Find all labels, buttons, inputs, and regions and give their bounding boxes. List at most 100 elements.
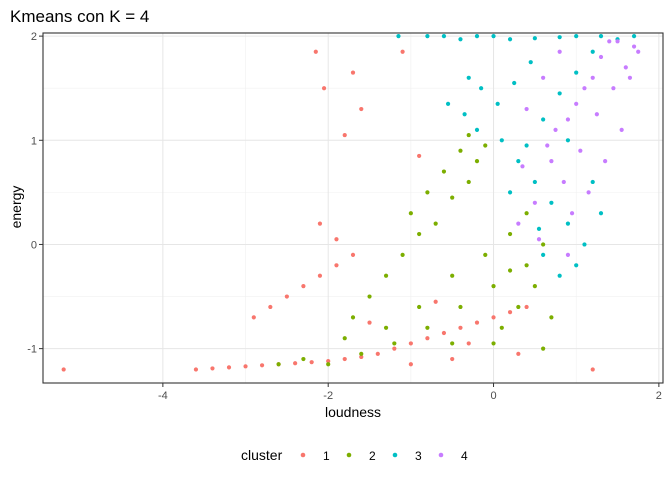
data-point-cluster-2 — [541, 242, 546, 247]
data-point-cluster-4 — [636, 49, 641, 54]
data-point-cluster-1 — [491, 315, 496, 320]
data-point-cluster-1 — [251, 315, 256, 320]
data-point-cluster-4 — [524, 106, 529, 112]
data-point-cluster-1 — [458, 325, 463, 330]
data-point-cluster-1 — [417, 153, 422, 159]
data-point-cluster-1 — [342, 356, 347, 362]
data-point-cluster-1 — [441, 330, 447, 336]
data-point-cluster-2 — [491, 341, 496, 346]
data-point-cluster-3 — [557, 35, 562, 40]
data-point-cluster-4 — [603, 159, 608, 164]
data-point-cluster-2 — [392, 341, 397, 346]
data-point-cluster-3 — [474, 34, 480, 39]
data-point-cluster-3 — [458, 37, 463, 42]
data-point-cluster-2 — [417, 231, 422, 237]
data-point-cluster-2 — [450, 195, 455, 200]
data-point-cluster-4 — [557, 49, 562, 54]
data-point-cluster-2 — [441, 169, 447, 174]
chart-title: Kmeans con K = 4 — [10, 7, 149, 26]
data-point-cluster-1 — [259, 363, 265, 368]
legend-title: cluster — [241, 447, 283, 463]
data-point-cluster-3 — [462, 112, 467, 117]
data-point-cluster-2 — [276, 362, 281, 367]
data-point-cluster-1 — [226, 365, 232, 370]
data-point-cluster-1 — [466, 341, 471, 346]
data-point-cluster-4 — [631, 44, 637, 49]
data-point-cluster-3 — [495, 101, 500, 106]
data-point-cluster-3 — [590, 49, 595, 54]
legend-label: 4 — [461, 449, 468, 463]
data-point-cluster-4 — [627, 75, 633, 80]
data-point-cluster-4 — [598, 54, 604, 60]
data-point-cluster-2 — [400, 252, 405, 257]
data-point-cluster-3 — [441, 34, 447, 39]
data-point-cluster-1 — [590, 367, 595, 372]
data-point-cluster-2 — [450, 273, 455, 278]
data-point-cluster-2 — [383, 273, 389, 278]
x-tick-label: 0 — [490, 390, 496, 402]
data-point-cluster-4 — [545, 143, 550, 148]
data-point-cluster-4 — [565, 117, 571, 122]
data-point-cluster-2 — [507, 268, 513, 273]
data-point-cluster-1 — [474, 320, 480, 325]
legend-key-2 — [346, 452, 352, 458]
data-point-cluster-3 — [549, 200, 554, 205]
x-axis-label: loudness — [325, 404, 381, 420]
data-point-cluster-2 — [408, 211, 413, 216]
data-point-cluster-3 — [574, 34, 579, 39]
data-point-cluster-2 — [524, 263, 529, 268]
x-tick-label: -2 — [323, 390, 333, 402]
data-point-cluster-3 — [474, 127, 480, 132]
data-point-cluster-3 — [445, 101, 451, 106]
data-point-cluster-1 — [193, 367, 199, 372]
data-point-cluster-3 — [582, 242, 587, 247]
data-point-cluster-2 — [549, 315, 554, 320]
data-point-cluster-1 — [284, 294, 289, 299]
data-point-cluster-3 — [598, 34, 604, 39]
data-point-cluster-2 — [466, 179, 471, 185]
legend-key-4 — [438, 452, 444, 458]
data-point-cluster-3 — [396, 34, 401, 39]
data-point-cluster-1 — [317, 221, 323, 226]
data-point-cluster-2 — [301, 356, 306, 362]
data-point-cluster-3 — [536, 226, 542, 231]
data-point-cluster-2 — [499, 325, 504, 330]
data-point-cluster-3 — [479, 86, 484, 91]
data-point-cluster-1 — [61, 367, 66, 372]
data-point-cluster-2 — [524, 211, 529, 216]
data-point-cluster-2 — [450, 341, 455, 346]
data-point-cluster-2 — [425, 190, 430, 195]
data-point-cluster-2 — [350, 315, 356, 320]
grid-minor — [43, 33, 663, 383]
data-point-cluster-3 — [491, 34, 496, 39]
data-point-cluster-3 — [574, 263, 579, 268]
data-point-cluster-1 — [334, 237, 339, 242]
data-point-cluster-1 — [317, 273, 323, 278]
data-point-cluster-2 — [532, 284, 537, 289]
data-point-cluster-2 — [483, 252, 488, 257]
data-point-cluster-4 — [607, 39, 612, 44]
data-point-cluster-4 — [536, 237, 542, 242]
data-point-cluster-2 — [458, 148, 463, 153]
y-tick-label: 0 — [31, 239, 37, 251]
data-point-cluster-1 — [450, 356, 455, 362]
data-point-cluster-1 — [210, 366, 215, 371]
data-point-cluster-3 — [557, 273, 562, 278]
plot-panel-border — [42, 32, 664, 384]
data-point-cluster-1 — [524, 304, 529, 310]
data-point-cluster-1 — [408, 341, 413, 346]
legend-label: 3 — [415, 449, 422, 463]
legend-key-3 — [392, 452, 398, 458]
data-point-cluster-3 — [541, 252, 546, 257]
data-point-cluster-3 — [532, 36, 537, 41]
data-point-cluster-3 — [466, 75, 471, 80]
data-point-cluster-3 — [528, 60, 533, 65]
data-point-cluster-2 — [326, 362, 331, 367]
data-point-cluster-3 — [590, 179, 595, 185]
data-point-cluster-4 — [532, 200, 537, 205]
data-point-cluster-4 — [561, 179, 566, 185]
data-point-cluster-3 — [574, 70, 579, 75]
data-point-cluster-3 — [524, 143, 529, 148]
data-point-cluster-4 — [590, 75, 595, 80]
